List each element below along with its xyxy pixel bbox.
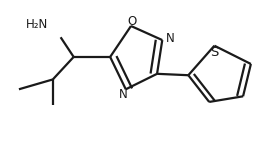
Text: N: N (119, 88, 128, 101)
Text: H₂N: H₂N (26, 18, 48, 31)
Text: N: N (166, 32, 174, 45)
Text: O: O (128, 15, 137, 28)
Text: S: S (210, 46, 219, 59)
